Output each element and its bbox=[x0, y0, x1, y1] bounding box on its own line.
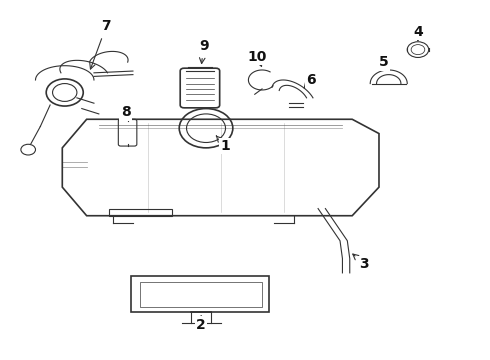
Text: 6: 6 bbox=[304, 73, 316, 88]
Text: 4: 4 bbox=[413, 25, 423, 40]
Text: 2: 2 bbox=[196, 316, 206, 332]
Text: 9: 9 bbox=[199, 39, 208, 63]
Text: 5: 5 bbox=[379, 55, 389, 71]
Text: 1: 1 bbox=[216, 136, 230, 153]
Text: 7: 7 bbox=[90, 19, 111, 69]
Text: 3: 3 bbox=[353, 254, 369, 271]
Text: 8: 8 bbox=[121, 105, 130, 119]
Text: 10: 10 bbox=[247, 50, 267, 66]
